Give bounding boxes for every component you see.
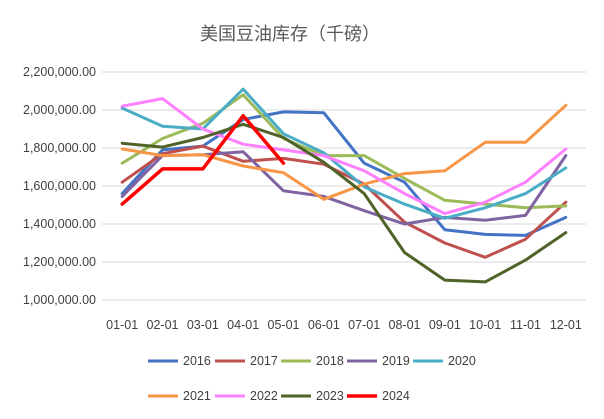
x-tick-label: 03-01 xyxy=(187,318,219,332)
x-tick-label: 11-01 xyxy=(510,318,541,332)
y-axis-ticks: 1,000,000.00 1,200,000.00 1,400,000.00 1,60… xyxy=(23,65,96,307)
y-tick-label: 1,600,000.00 xyxy=(23,179,96,193)
legend-label: 2021 xyxy=(183,389,211,403)
y-tick-label: 1,200,000.00 xyxy=(23,255,96,269)
x-tick-label: 01-01 xyxy=(106,318,138,332)
x-tick-label: 05-01 xyxy=(268,318,300,332)
y-tick-label: 2,000,000.00 xyxy=(23,103,96,117)
series-line-2022 xyxy=(120,97,568,216)
x-tick-label: 02-01 xyxy=(147,318,179,332)
series-line-2021 xyxy=(120,103,568,201)
y-tick-label: 1,400,000.00 xyxy=(23,217,96,231)
x-tick-label: 10-01 xyxy=(469,318,501,332)
x-tick-label: 04-01 xyxy=(227,318,259,332)
legend-label: 2017 xyxy=(250,354,278,368)
legend-label: 2016 xyxy=(183,354,211,368)
series-line-2020 xyxy=(120,87,568,220)
x-tick-label: 12-01 xyxy=(550,318,582,332)
legend-label: 2022 xyxy=(250,389,278,403)
x-tick-label: 08-01 xyxy=(389,318,421,332)
legend-label: 2020 xyxy=(448,354,476,368)
x-tick-label: 07-01 xyxy=(348,318,380,332)
x-tick-label: 09-01 xyxy=(429,318,461,332)
legend-label: 2019 xyxy=(382,354,410,368)
legend-label: 2023 xyxy=(316,389,344,403)
legend-label: 2024 xyxy=(382,389,410,403)
legend-label: 2018 xyxy=(316,354,344,368)
y-tick-label: 2,200,000.00 xyxy=(23,65,96,79)
series-line-2017 xyxy=(120,144,568,259)
chart-title: 美国豆油库存（千磅） xyxy=(200,24,380,45)
series-line-2023 xyxy=(120,122,568,284)
series-lines xyxy=(120,87,568,284)
series-line-2024 xyxy=(120,113,286,206)
legend: 2016 2017 2018 2019 2020 2021 2022 2023 2024 xyxy=(148,354,476,403)
y-tick-label: 1,800,000.00 xyxy=(23,141,96,155)
x-axis-ticks: 01-01 02-01 03-01 04-01 05-01 06-01 07-01 08-01… xyxy=(106,318,582,332)
y-tick-label: 1,000,000.00 xyxy=(23,293,96,307)
x-tick-label: 06-01 xyxy=(308,318,340,332)
